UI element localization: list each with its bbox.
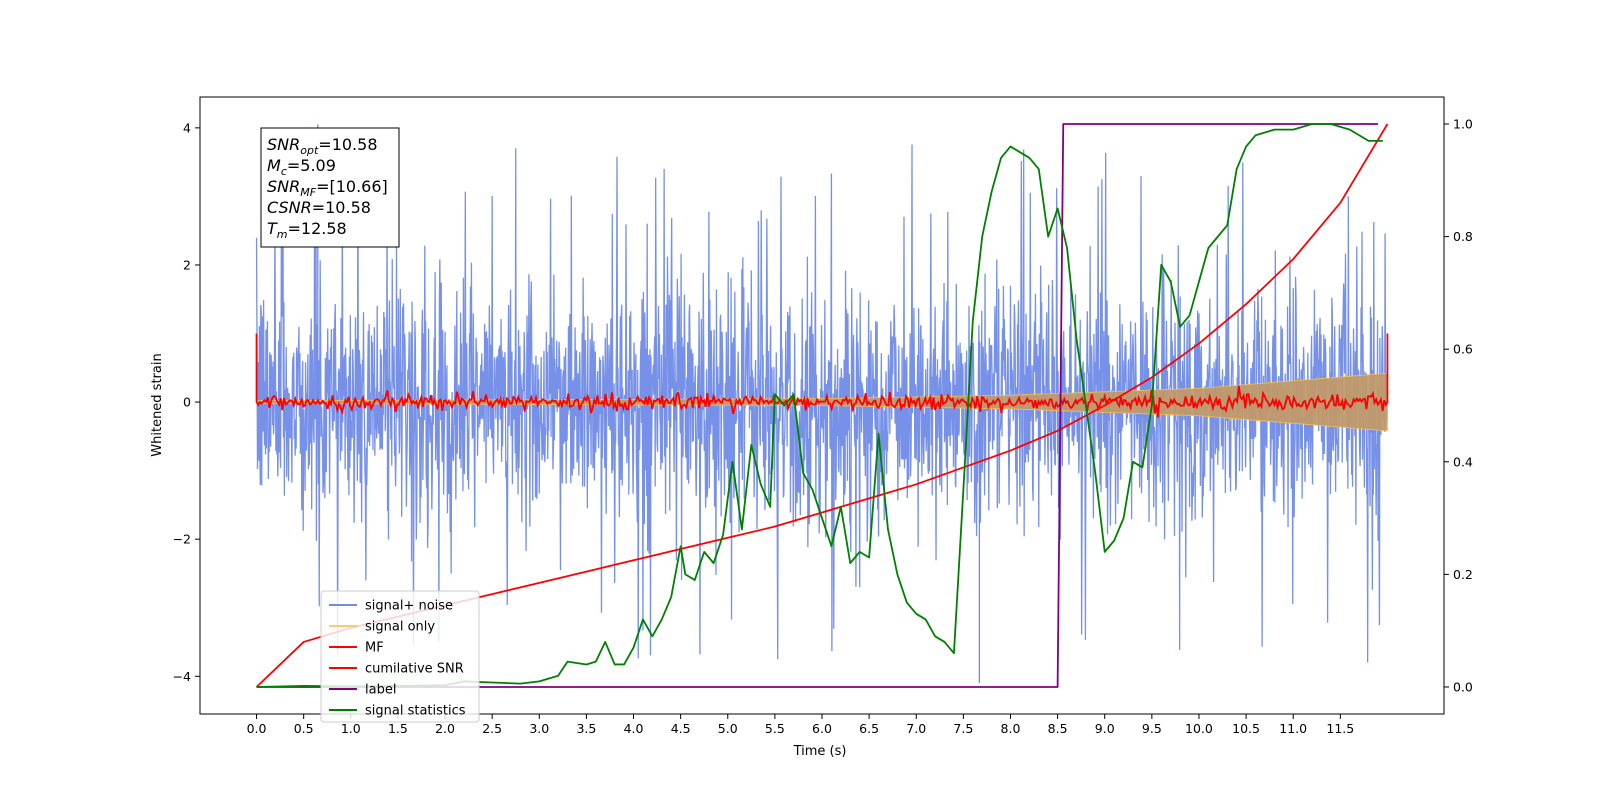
x-tick-label: 6.0 <box>812 721 832 736</box>
x-tick-label: 5.0 <box>718 721 738 736</box>
y2-tick-label: 0.4 <box>1453 454 1473 469</box>
x-axis-label: Time (s) <box>793 744 847 759</box>
legend-label: signal statistics <box>365 704 466 719</box>
x-tick-label: 9.0 <box>1095 721 1115 736</box>
x-tick-label: 4.5 <box>671 721 691 736</box>
x-tick-label: 3.5 <box>576 721 596 736</box>
y-axis-right: 1.0 0.8 0.6 0.4 0.2 0.0 <box>1444 117 1473 694</box>
legend-label: signal+ noise <box>365 599 453 614</box>
y-tick-label: 4 <box>183 120 191 135</box>
y-tick-label: −2 <box>173 532 191 547</box>
x-tick-label: 10.5 <box>1232 721 1260 736</box>
annotation-line: Tm=12.58 <box>267 219 347 241</box>
y2-tick-label: 0.8 <box>1453 229 1473 244</box>
x-tick-label: 0.5 <box>294 721 314 736</box>
x-axis: 0.0 0.5 1.0 1.5 2.0 2.5 3.0 3.5 4.0 4.5 5.0 5.5 6.0 6… <box>247 714 1354 736</box>
annotation-line: SNRMF=[10.66] <box>267 177 388 199</box>
x-tick-label: 4.0 <box>624 721 644 736</box>
x-tick-label: 8.5 <box>1048 721 1068 736</box>
legend-label: label <box>365 683 396 698</box>
x-tick-label: 5.5 <box>765 721 785 736</box>
annotation-line: SNRopt=10.58 <box>267 135 378 157</box>
series-signal-noise <box>255 142 1389 663</box>
x-tick-label: 9.5 <box>1142 721 1162 736</box>
series-mf <box>255 333 1389 418</box>
y2-tick-label: 0.6 <box>1453 342 1473 357</box>
y-axis-label: Whitened strain <box>150 353 165 456</box>
y-tick-label: 0 <box>183 395 191 410</box>
annotation-box <box>260 127 400 248</box>
x-tick-label: 11.0 <box>1279 721 1307 736</box>
y-tick-label: 2 <box>183 257 191 272</box>
series-signal-statistics <box>256 123 1383 688</box>
series-label <box>256 123 1379 688</box>
x-tick-label: 1.5 <box>388 721 408 736</box>
annotation-line: Mc=5.09 <box>267 156 336 178</box>
legend-label: signal only <box>365 620 435 635</box>
stats-annotation: SNRopt=10.58Mc=5.09SNRMF=[10.66]CSNR=10.… <box>260 127 400 248</box>
x-tick-label: 8.0 <box>1001 721 1021 736</box>
x-tick-label: 0.0 <box>247 721 267 736</box>
x-tick-label: 10.0 <box>1185 721 1213 736</box>
legend-label: cumilative SNR <box>365 662 464 677</box>
y-axis-left: 4 2 0 −2 −4 <box>173 120 200 684</box>
legend-label: MF <box>365 641 384 656</box>
x-tick-label: 1.0 <box>341 721 361 736</box>
x-tick-label: 3.0 <box>529 721 549 736</box>
x-tick-label: 2.0 <box>435 721 455 736</box>
x-tick-label: 7.0 <box>906 721 926 736</box>
y2-tick-label: 0.2 <box>1453 567 1473 582</box>
x-tick-label: 6.5 <box>859 721 879 736</box>
x-tick-label: 11.5 <box>1326 721 1354 736</box>
y2-tick-label: 0.0 <box>1453 679 1473 694</box>
x-tick-label: 7.5 <box>953 721 973 736</box>
annotation-line: CSNR=10.58 <box>267 198 371 217</box>
y2-tick-label: 1.0 <box>1453 117 1473 132</box>
legend: signal+ noise signal only MF cumilative SNR… <box>320 590 480 723</box>
y-tick-label: −4 <box>173 669 191 684</box>
x-tick-label: 2.5 <box>482 721 502 736</box>
legend-box <box>320 590 480 723</box>
